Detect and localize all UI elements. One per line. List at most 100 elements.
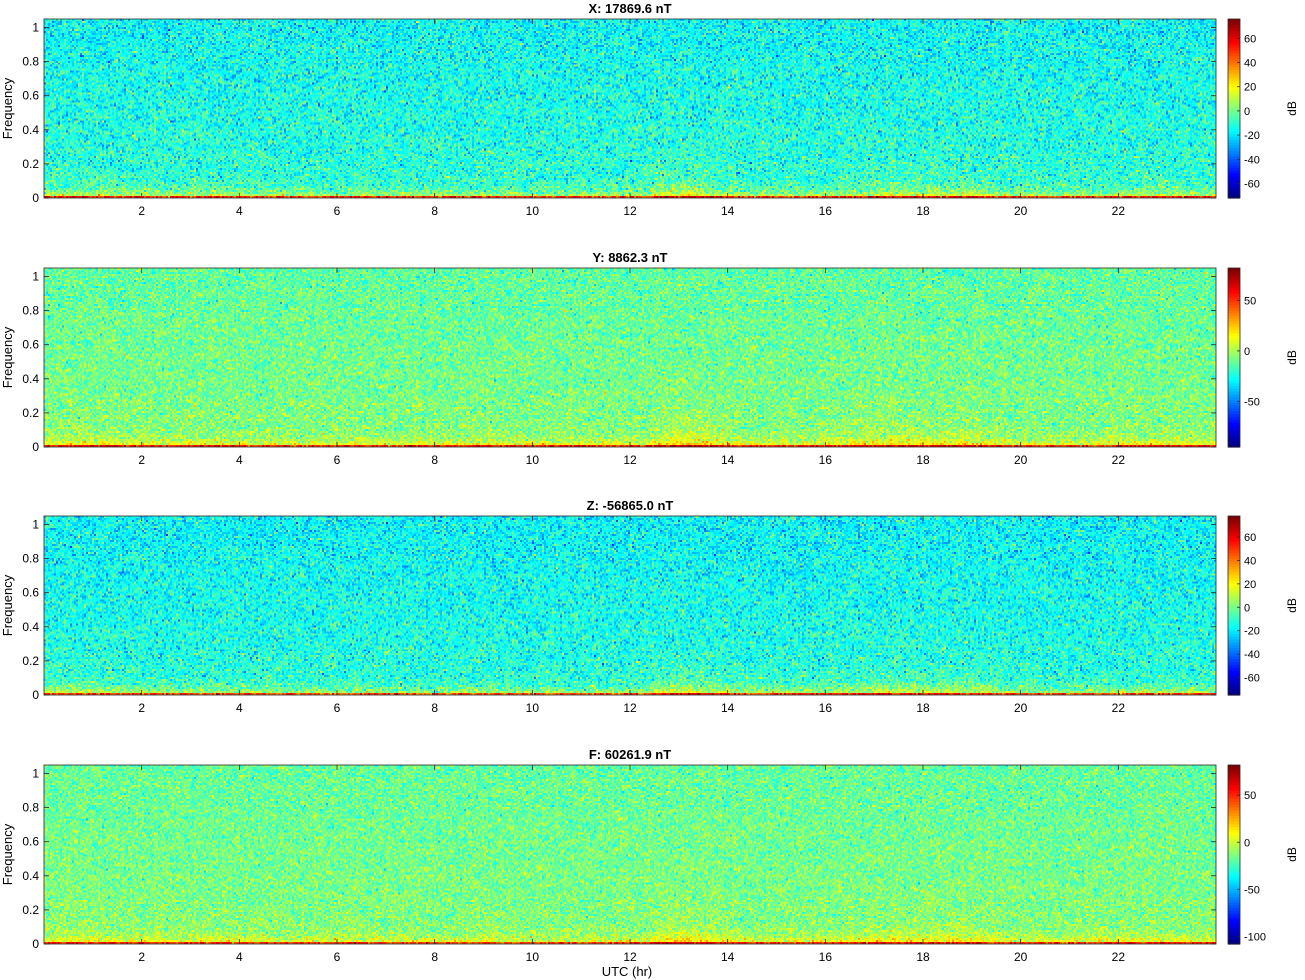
y-tick-label: 0.2 [22, 157, 39, 171]
colorbar-swatch [1228, 122, 1240, 126]
colorbar-box [1227, 515, 1241, 696]
colorbar-swatch [1228, 602, 1240, 607]
colorbar-swatch [1228, 541, 1240, 545]
colorbar-swatch [1228, 332, 1240, 336]
x-tick-label: 8 [431, 701, 438, 715]
colorbar-swatch [1228, 170, 1240, 174]
colorbar-swatch [1228, 351, 1240, 356]
colorbar-swatch [1228, 30, 1240, 34]
colorbar-swatch [1228, 563, 1240, 567]
y-tick-label: 0.8 [22, 801, 39, 815]
colorbar-swatch [1228, 444, 1240, 448]
colorbar-swatch [1228, 46, 1240, 51]
y-tick-label: 0 [32, 191, 39, 205]
colorbar-swatch [1228, 815, 1240, 819]
colorbar-swatch [1228, 326, 1240, 331]
colorbar-swatch [1228, 613, 1240, 618]
colorbar-tick-label: -40 [1244, 649, 1260, 661]
panel-title: Y: 8862.3 nT [593, 250, 668, 265]
x-tick-label: 18 [916, 204, 930, 218]
colorbar-swatch [1228, 144, 1240, 149]
x-tick-label: 6 [334, 204, 341, 218]
x-tick-label: 14 [721, 204, 735, 218]
colorbar-swatch [1228, 921, 1240, 926]
colorbar-swatch [1228, 672, 1240, 677]
colorbar: -100 -50 0 50 dB [1227, 764, 1299, 945]
colorbar-swatch [1228, 346, 1240, 350]
colorbar-swatch [1228, 301, 1240, 305]
colorbar-swatch [1228, 360, 1240, 364]
x-tick-label: 16 [819, 701, 833, 715]
colorbar-label: dB [1285, 350, 1299, 365]
colorbar-swatch [1228, 893, 1240, 898]
colorbar-swatch [1228, 521, 1240, 525]
colorbar-swatch [1228, 374, 1240, 378]
x-tick-label: 6 [334, 950, 341, 964]
colorbar-swatch [1228, 337, 1240, 342]
colorbar-swatch [1228, 865, 1240, 870]
x-tick-label: 18 [916, 701, 930, 715]
colorbar-swatch [1228, 178, 1240, 182]
colorbar-swatch [1228, 295, 1240, 300]
colorbar-box [1227, 18, 1241, 199]
colorbar-swatch [1228, 164, 1240, 168]
x-tick-label: 16 [819, 204, 833, 218]
colorbar-swatch [1228, 377, 1240, 381]
colorbar-swatch [1228, 516, 1240, 520]
colorbar-swatch [1228, 58, 1240, 62]
colorbar-tick-label: -60 [1244, 672, 1260, 684]
colorbar-swatch [1228, 349, 1240, 353]
x-tick-label: 14 [721, 453, 735, 467]
colorbar-swatch [1228, 147, 1240, 152]
colorbar-swatch [1228, 181, 1240, 185]
colorbar-swatch [1228, 108, 1240, 112]
colorbar-swatch [1228, 184, 1240, 188]
colorbar-swatch [1228, 549, 1240, 553]
colorbar-tick-label: -20 [1244, 626, 1260, 638]
colorbar-swatch [1228, 102, 1240, 107]
colorbar-swatch [1228, 871, 1240, 875]
colorbar-swatch [1228, 307, 1240, 311]
colorbar-swatch [1228, 435, 1240, 440]
y-tick-label: 0 [32, 440, 39, 454]
colorbar-swatch [1228, 790, 1240, 794]
panel-title: X: 17869.6 nT [588, 1, 671, 16]
colorbar-swatch [1228, 792, 1240, 797]
panel-title: F: 60261.9 nT [589, 747, 671, 762]
colorbar-swatch [1228, 340, 1240, 345]
colorbar-tick-label: -20 [1244, 130, 1260, 142]
colorbar-swatch [1228, 627, 1240, 632]
x-tick-label: 16 [819, 950, 833, 964]
colorbar-swatch [1228, 441, 1240, 445]
colorbar-swatch [1228, 577, 1240, 581]
colorbar-swatch [1228, 804, 1240, 808]
colorbar-swatch [1228, 83, 1240, 87]
colorbar-swatch [1228, 430, 1240, 434]
colorbar-swatch [1228, 661, 1240, 665]
colorbar-swatch [1228, 80, 1240, 84]
x-tick-label: 12 [623, 204, 637, 218]
colorbar-swatch [1228, 150, 1240, 154]
colorbar-tick-label: 0 [1244, 837, 1250, 849]
colorbar-swatch [1228, 153, 1240, 157]
x-tick-label: 20 [1014, 701, 1028, 715]
y-tick-label: 0.6 [22, 835, 39, 849]
colorbar-swatch [1228, 840, 1240, 844]
colorbar-swatch [1228, 647, 1240, 651]
colorbar-swatch [1228, 139, 1240, 143]
colorbar-swatch [1228, 930, 1240, 934]
x-tick-label: 8 [431, 950, 438, 964]
colorbar-swatch [1228, 69, 1240, 73]
colorbar-swatch [1228, 588, 1240, 593]
colorbar-tick-label: 40 [1244, 58, 1256, 70]
colorbar-swatch [1228, 818, 1240, 822]
colorbar-swatch [1228, 77, 1240, 82]
colorbar-swatch [1228, 405, 1240, 409]
x-tick-label: 20 [1014, 204, 1028, 218]
colorbar-swatch [1228, 776, 1240, 780]
y-tick-label: 0.2 [22, 654, 39, 668]
colorbar-swatch [1228, 664, 1240, 668]
y-tick-label: 0.4 [22, 869, 39, 883]
